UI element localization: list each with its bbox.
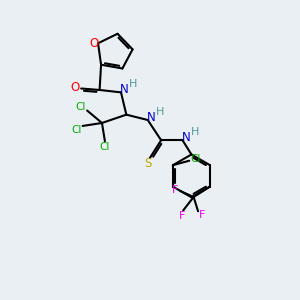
Text: N: N — [120, 83, 129, 97]
Text: H: H — [156, 107, 164, 117]
Text: F: F — [172, 184, 178, 195]
Text: O: O — [89, 37, 98, 50]
Text: Cl: Cl — [75, 102, 86, 112]
Text: Cl: Cl — [71, 124, 81, 134]
Text: H: H — [129, 79, 138, 89]
Text: N: N — [147, 110, 156, 124]
Text: Cl: Cl — [190, 154, 201, 164]
Text: N: N — [182, 131, 190, 144]
Text: S: S — [145, 158, 152, 170]
Text: Cl: Cl — [100, 142, 110, 152]
Text: O: O — [70, 80, 79, 94]
Text: F: F — [199, 210, 206, 220]
Text: H: H — [191, 127, 199, 137]
Text: F: F — [178, 211, 185, 221]
